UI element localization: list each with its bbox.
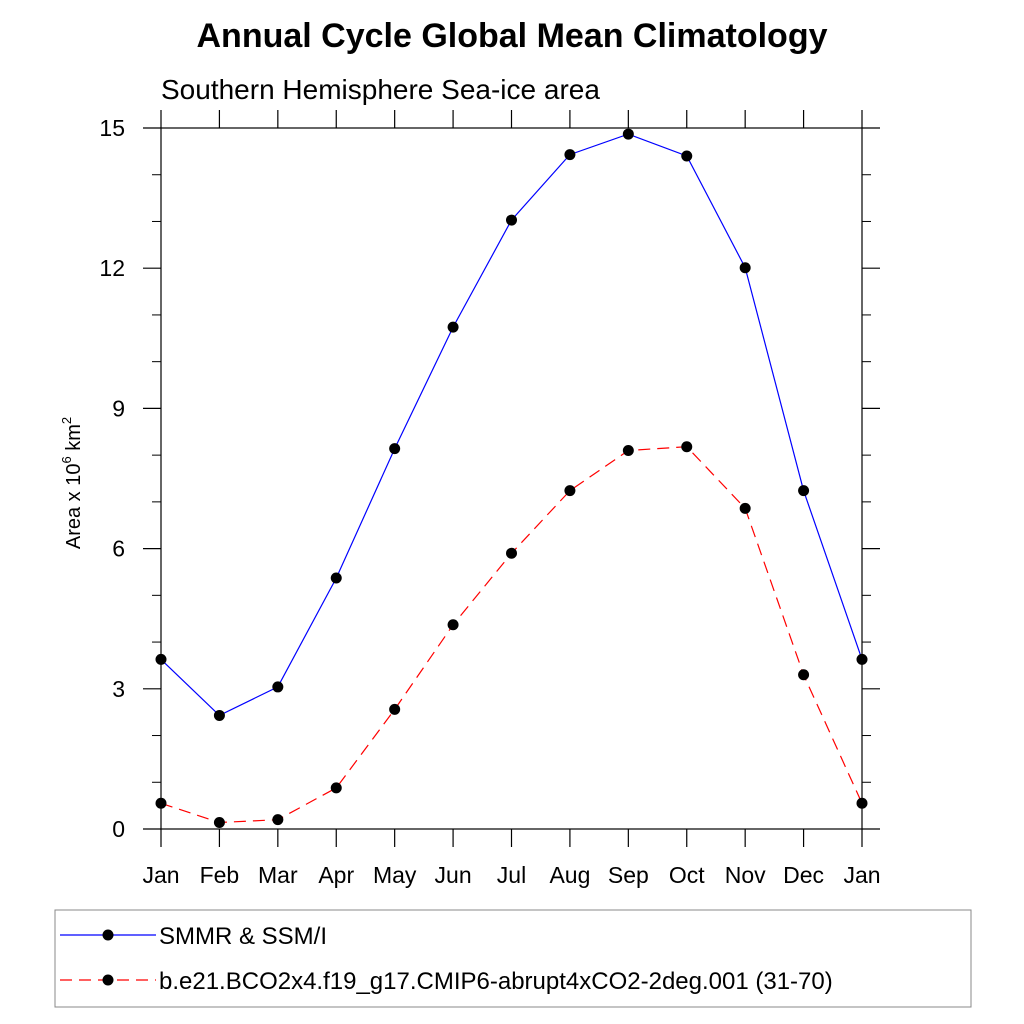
legend-marker-1 xyxy=(102,974,114,986)
y-tick-label: 12 xyxy=(99,255,125,281)
series-0-point xyxy=(155,653,167,665)
series-line-1 xyxy=(160,446,863,824)
x-tick-label: Dec xyxy=(783,862,824,888)
series-0-point xyxy=(272,681,284,693)
series-0-point xyxy=(798,485,810,497)
y-axis-label-prefix: Area x 10 xyxy=(63,464,85,550)
x-tick-label: Feb xyxy=(200,862,240,888)
plot-frame xyxy=(160,127,863,830)
series-1-point xyxy=(213,816,225,828)
series-1-point xyxy=(564,485,576,497)
series-1-point xyxy=(506,547,517,559)
y-axis-label: Area x 106 km2 xyxy=(59,417,85,549)
x-tick-label: Nov xyxy=(725,862,766,888)
y-tick-label: 0 xyxy=(112,816,125,842)
series-1-point xyxy=(622,444,634,456)
series-0-point xyxy=(856,653,868,665)
x-tick-label: Mar xyxy=(258,862,298,888)
series-0-point xyxy=(622,128,634,140)
y-axis-label-exp1: 6 xyxy=(59,456,74,463)
plot-area: 0 3 6 9 12 15 Jan Feb Mar Apr May Jun Jul Aug Sep Oct No… xyxy=(99,110,881,888)
series-1-point xyxy=(739,502,751,514)
y-axis-label-exp2: 2 xyxy=(59,417,74,424)
legend-label-0: SMMR & SSM/I xyxy=(159,923,327,950)
svg-text:Area x 106 km2: Area x 106 km2 xyxy=(59,417,85,549)
series-0-point xyxy=(681,150,693,162)
series-1-point xyxy=(330,782,342,794)
x-tick-label: Jan xyxy=(843,862,880,888)
series-0-point xyxy=(447,321,459,333)
y-axis-label-mid: km xyxy=(63,424,85,456)
series-0-point xyxy=(389,443,401,455)
series-1-point xyxy=(447,619,459,631)
legend-label-1: b.e21.BCO2x4.f19_g17.CMIP6-abrupt4xCO2-2… xyxy=(159,968,833,995)
legend: SMMR & SSM/I b.e21.BCO2x4.f19_g17.CMIP6-a… xyxy=(54,909,972,1008)
x-tick-label: May xyxy=(373,862,417,888)
y-tick-label: 15 xyxy=(99,115,125,141)
x-tick-label: Oct xyxy=(669,862,705,888)
series-1-point xyxy=(272,814,284,826)
x-tick-label: Jun xyxy=(435,862,472,888)
x-tick-label: Jan xyxy=(142,862,179,888)
chart-subtitle: Southern Hemisphere Sea-ice area xyxy=(161,74,600,105)
y-tick-label: 3 xyxy=(112,676,125,702)
series-0-point xyxy=(213,709,225,721)
series-1-point xyxy=(856,797,868,809)
x-tick-label: Sep xyxy=(608,862,649,888)
series-0-point xyxy=(330,572,342,584)
x-tick-label: Apr xyxy=(318,862,354,888)
series-0-point xyxy=(506,214,517,226)
series-1-point xyxy=(798,669,810,681)
series-0-point xyxy=(564,149,576,161)
y-tick-label: 9 xyxy=(112,395,125,421)
series-1-point xyxy=(389,703,401,715)
legend-box xyxy=(54,909,972,1008)
x-tick-label: Jul xyxy=(497,862,526,888)
chart-title: Annual Cycle Global Mean Climatology xyxy=(197,17,828,55)
series-1-point xyxy=(155,797,167,809)
x-tick-label: Aug xyxy=(549,862,590,888)
series-1-point xyxy=(681,441,693,453)
y-tick-label: 6 xyxy=(112,536,125,562)
legend-marker-0 xyxy=(102,929,114,941)
series-0-point xyxy=(739,262,751,274)
